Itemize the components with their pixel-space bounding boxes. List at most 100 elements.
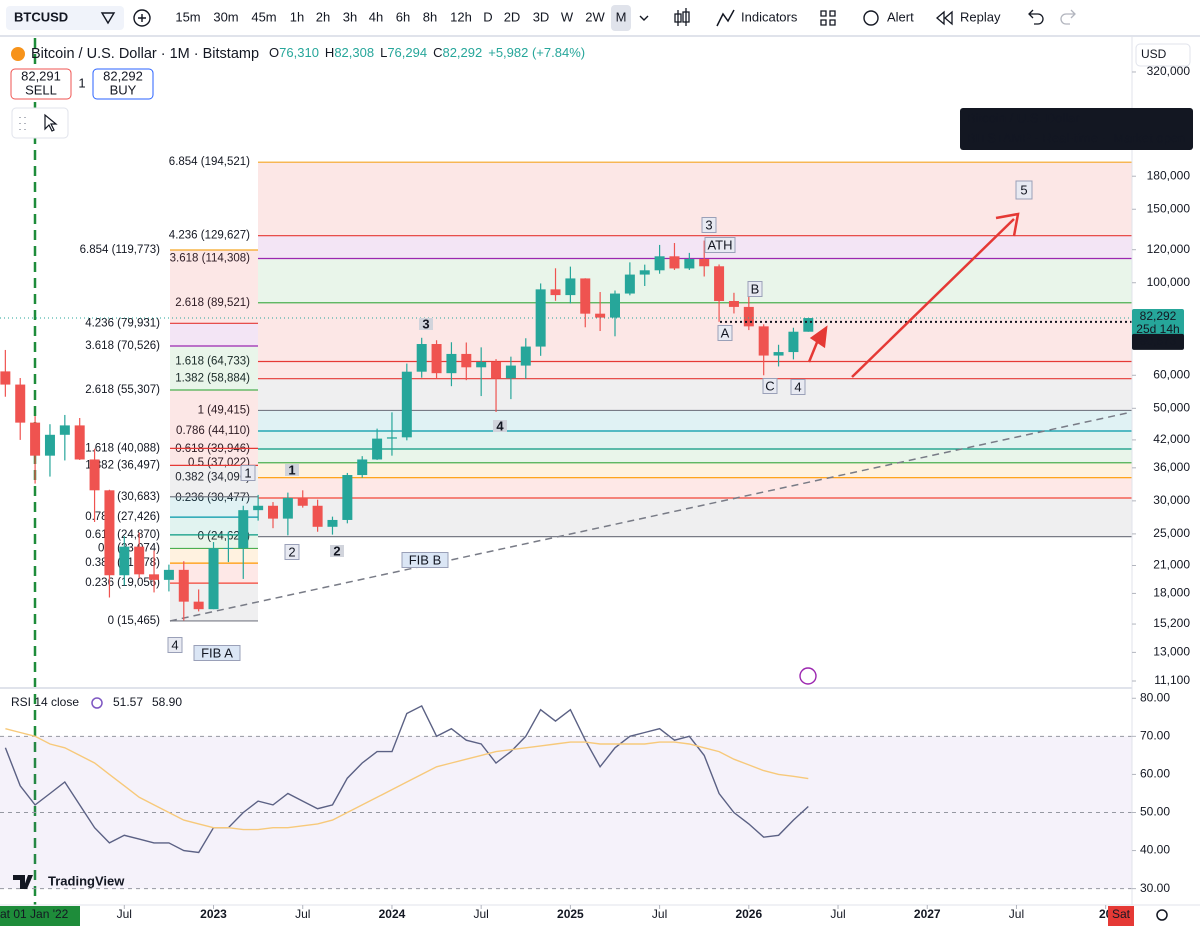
trade-icon[interactable]: [799, 667, 817, 685]
y-tick-label: 13,000: [1153, 645, 1190, 659]
rsi-y-tick-label: 30.00: [1140, 881, 1170, 895]
annotation: B: [751, 281, 760, 296]
interval[interactable]: 2h: [316, 9, 330, 24]
replay-icon: [936, 10, 953, 26]
candle-body: [565, 278, 576, 296]
currency-box[interactable]: [1135, 43, 1191, 67]
interval[interactable]: 8h: [423, 9, 437, 24]
candle-body: [104, 490, 115, 576]
cursor-tool[interactable]: [44, 113, 58, 132]
y-tick-label: 21,000: [1153, 558, 1190, 572]
interval[interactable]: 45m: [251, 9, 276, 24]
rsi-y-tick-label: 80.00: [1140, 690, 1170, 704]
fib-label: 0 (24,627): [198, 531, 251, 543]
candle-body: [134, 546, 145, 575]
sell-label[interactable]: SELL: [25, 82, 57, 97]
undo-icon[interactable]: [1028, 9, 1044, 25]
y-tick-label: 180,000: [1147, 168, 1191, 182]
fib-label: 0.786 (27,426): [85, 511, 160, 523]
ohlc-key: L: [380, 45, 387, 60]
candle-body: [193, 601, 204, 610]
interval[interactable]: 15m: [175, 9, 200, 24]
interval[interactable]: 3h: [343, 9, 357, 24]
fib-label: 1.382 (58,884): [175, 373, 250, 385]
annotation-box: [330, 545, 344, 557]
compare-icon[interactable]: [133, 9, 151, 27]
x-tick-label: 2027: [914, 907, 941, 921]
candle-body: [342, 475, 353, 520]
rsi-y-tick-label: 40.00: [1140, 843, 1170, 857]
candle-body: [386, 437, 397, 439]
indicators-icon: [716, 9, 735, 27]
time-axis-bg: [0, 905, 1200, 928]
interval[interactable]: 1h: [290, 9, 304, 24]
interval[interactable]: 3D: [533, 9, 550, 24]
interval[interactable]: 30m: [213, 9, 238, 24]
chart-type-icon[interactable]: [674, 8, 690, 26]
candle-body: [550, 289, 561, 296]
arrow-small: [807, 325, 828, 363]
candle-body: [30, 422, 41, 456]
interval[interactable]: W: [561, 9, 574, 24]
annotation-box: [704, 237, 736, 253]
buy-button[interactable]: [92, 68, 154, 100]
fib-band: [258, 431, 1132, 449]
alert[interactable]: Alert: [887, 9, 914, 24]
caret[interactable]: [639, 15, 649, 21]
candle-body: [253, 505, 264, 511]
redo-icon[interactable]: [1060, 9, 1076, 25]
indicators[interactable]: Indicators: [741, 9, 798, 24]
interval[interactable]: D: [483, 9, 492, 24]
candle-body: [595, 313, 606, 318]
candle-body: [505, 365, 516, 379]
currency[interactable]: USD: [1141, 47, 1167, 61]
fib-band: [258, 235, 1132, 259]
fib-label: 2.618 (55,307): [85, 384, 160, 396]
candle-body: [119, 546, 130, 576]
fib-band: [170, 448, 258, 466]
candle-body: [149, 574, 160, 580]
symbol[interactable]: BTCUSD: [14, 9, 68, 24]
rsi-line: [5, 728, 809, 831]
candle-body: [609, 293, 620, 318]
templates-icon[interactable]: [820, 10, 836, 26]
buy-price[interactable]: 82,292: [103, 68, 143, 83]
annotation: 2: [333, 543, 340, 558]
candle-body: [401, 371, 412, 438]
fib-label: 6.854 (119,773): [80, 244, 161, 256]
rsi-settings-icon[interactable]: [91, 697, 103, 709]
tooltip-name: Bitcoin / U.S. Dollar: [967, 110, 1080, 125]
candle-body: [491, 361, 502, 379]
interval[interactable]: M: [616, 9, 627, 24]
rsi-y-tick-label: 70.00: [1140, 729, 1170, 743]
annotation-box: [762, 378, 778, 394]
annotation: FIB A: [201, 645, 233, 660]
interval[interactable]: 4h: [369, 9, 383, 24]
fib-label: 0.236 (19,056): [85, 577, 160, 589]
fib-band: [170, 534, 258, 549]
sell-button[interactable]: [10, 68, 72, 100]
sell-price[interactable]: 82,291: [21, 68, 61, 83]
fib-label: 2.618 (89,521): [175, 297, 250, 309]
candle-body: [654, 256, 665, 271]
fib-label: 0.382 (34,096): [175, 472, 250, 484]
interval[interactable]: 2D: [504, 9, 521, 24]
symbol-box[interactable]: [6, 6, 124, 30]
date-end-box: [1108, 906, 1134, 926]
replay[interactable]: Replay: [960, 9, 1001, 24]
ohlc-key: H: [325, 45, 334, 60]
y-tick-label: 320,000: [1147, 64, 1191, 78]
annotation-box: [1015, 180, 1033, 200]
annotation: 5: [1020, 182, 1027, 197]
symbol-logo: [11, 47, 25, 61]
annotation-box: [701, 217, 717, 233]
fib-band: [170, 323, 258, 346]
price-axis-bg: [1132, 36, 1200, 906]
settings-icon[interactable]: [1156, 909, 1168, 921]
interval[interactable]: 12h: [450, 9, 472, 24]
interval[interactable]: 2W: [585, 9, 605, 24]
interval[interactable]: 6h: [396, 9, 410, 24]
fib-label: 4.236 (79,931): [85, 317, 160, 329]
date-cursor: Sat 01 Jan '22: [0, 907, 69, 921]
buy-label[interactable]: BUY: [110, 82, 137, 97]
